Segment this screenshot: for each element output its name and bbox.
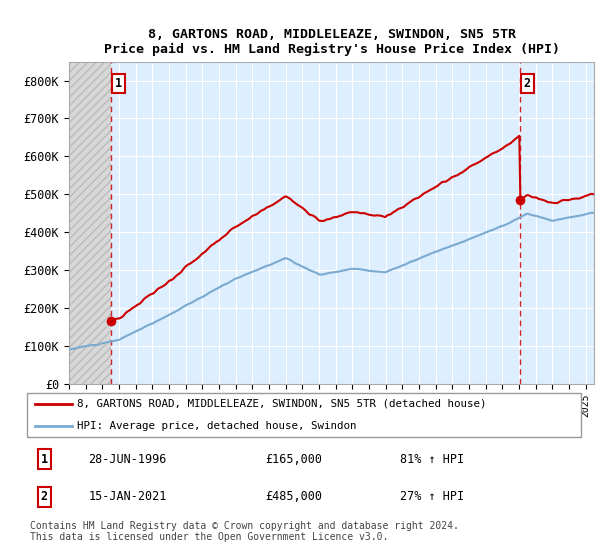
Text: 2: 2 — [41, 491, 48, 503]
Text: 1: 1 — [115, 77, 122, 90]
Text: £165,000: £165,000 — [265, 452, 322, 465]
Text: £485,000: £485,000 — [265, 491, 322, 503]
FancyBboxPatch shape — [27, 393, 581, 437]
Bar — [69, 62, 110, 384]
Text: 8, GARTONS ROAD, MIDDLELEAZE, SWINDON, SN5 5TR (detached house): 8, GARTONS ROAD, MIDDLELEAZE, SWINDON, S… — [77, 399, 487, 409]
Title: 8, GARTONS ROAD, MIDDLELEAZE, SWINDON, SN5 5TR
Price paid vs. HM Land Registry's: 8, GARTONS ROAD, MIDDLELEAZE, SWINDON, S… — [104, 28, 560, 56]
Text: 28-JUN-1996: 28-JUN-1996 — [89, 452, 167, 465]
Text: 2: 2 — [524, 77, 531, 90]
Text: Contains HM Land Registry data © Crown copyright and database right 2024.
This d: Contains HM Land Registry data © Crown c… — [29, 521, 458, 542]
Text: 15-JAN-2021: 15-JAN-2021 — [89, 491, 167, 503]
Text: 27% ↑ HPI: 27% ↑ HPI — [400, 491, 464, 503]
Text: 1: 1 — [41, 452, 48, 465]
Text: 81% ↑ HPI: 81% ↑ HPI — [400, 452, 464, 465]
Text: HPI: Average price, detached house, Swindon: HPI: Average price, detached house, Swin… — [77, 421, 357, 431]
